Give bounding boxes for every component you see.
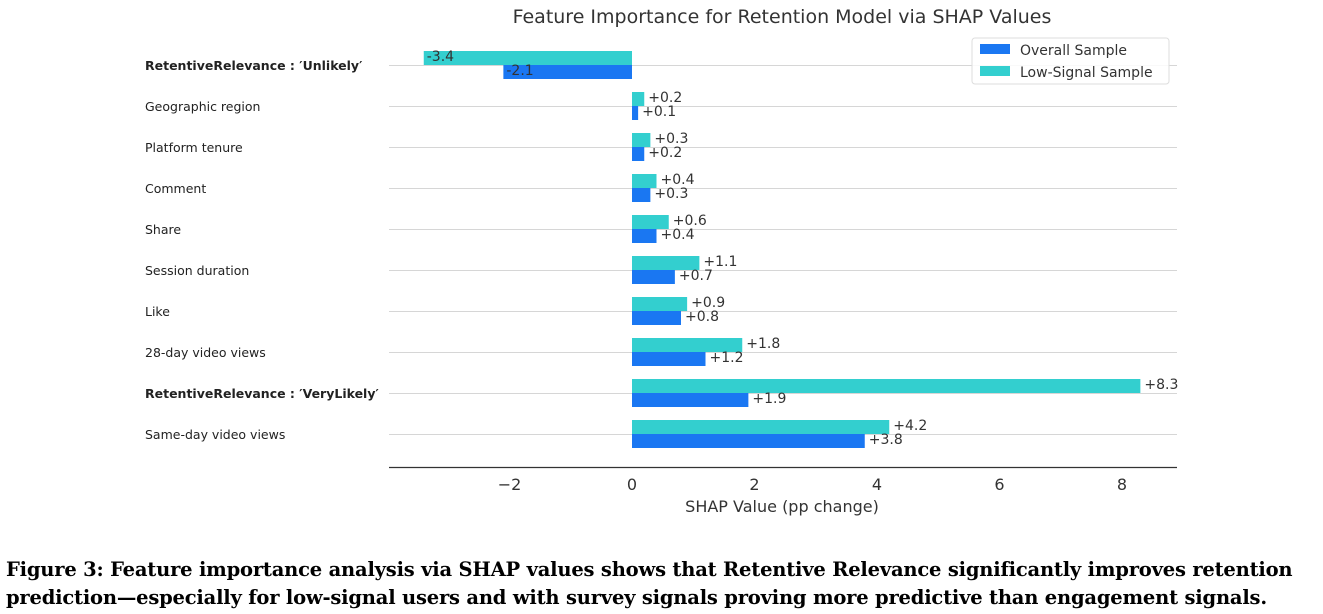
bar-overall: [632, 311, 681, 325]
category-label: Geographic region: [145, 99, 260, 114]
bar-label-overall: -2.1: [506, 63, 533, 79]
legend-box: [971, 37, 1170, 85]
bar-overall: [632, 393, 749, 407]
x-tick-labels: −2 0 2 4 6 8: [498, 475, 1127, 494]
bar-label-low-signal: +1.8: [746, 336, 780, 352]
bar-label-overall: +1.9: [752, 391, 786, 407]
bar-label-low-signal: +0.3: [654, 131, 688, 147]
category-label: Same-day video views: [145, 427, 285, 442]
category-label: Platform tenure: [145, 140, 243, 155]
bar-label-overall: +3.8: [869, 432, 903, 448]
bar-label-low-signal: +1.1: [703, 254, 737, 270]
bar-overall: [632, 352, 706, 366]
bars: [423, 51, 1141, 448]
bar-label-low-signal: +0.2: [648, 90, 682, 106]
legend: Overall Sample Low-Signal Sample: [971, 37, 1170, 85]
bar-low-signal: [632, 379, 1141, 393]
bar-low-signal: [423, 51, 632, 65]
bar-label-low-signal: +0.9: [691, 295, 725, 311]
category-labels: RetentiveRelevance : ′Unlikely′ Geographi…: [145, 58, 379, 442]
category-label: Session duration: [145, 263, 249, 278]
bar-label-low-signal: +0.6: [673, 213, 707, 229]
bar-overall: [503, 65, 632, 79]
legend-label-overall: Overall Sample: [1020, 43, 1127, 59]
caption-line-2: prediction—especially for low-signal use…: [6, 586, 1267, 609]
bar-overall: [632, 434, 865, 448]
shap-bar-chart: Feature Importance for Retention Model v…: [145, 6, 1179, 516]
category-label: RetentiveRelevance : ′VeryLikely′: [145, 386, 379, 401]
category-label: RetentiveRelevance : ′Unlikely′: [145, 58, 362, 73]
legend-label-low-signal: Low-Signal Sample: [1020, 65, 1153, 81]
bar-label-overall: +0.4: [661, 227, 695, 243]
bar-low-signal: [632, 133, 651, 147]
bar-low-signal: [632, 215, 669, 229]
gridlines: [389, 65, 1177, 435]
bar-label-overall: +0.2: [648, 145, 682, 161]
bar-low-signal: [632, 256, 700, 270]
bar-label-low-signal: -3.4: [427, 49, 454, 65]
figure-caption: Figure 3: Feature importance analysis vi…: [6, 556, 1321, 612]
x-tick-label: 0: [627, 475, 637, 494]
bar-label-overall: +0.8: [685, 309, 719, 325]
category-label: Comment: [145, 181, 206, 196]
bar-overall: [632, 229, 657, 243]
x-axis-label: SHAP Value (pp change): [685, 497, 879, 516]
category-label: 28-day video views: [145, 345, 266, 360]
bar-label-low-signal: +8.3: [1144, 377, 1178, 393]
bar-low-signal: [632, 92, 645, 106]
bar-low-signal: [632, 338, 743, 352]
category-label: Like: [145, 304, 170, 319]
bar-overall: [632, 188, 651, 202]
bar-overall: [632, 106, 639, 120]
bar-low-signal: [632, 297, 688, 311]
bar-label-overall: +0.3: [654, 186, 688, 202]
bar-label-overall: +0.7: [679, 268, 713, 284]
bar-label-overall: +0.1: [642, 104, 676, 120]
bar-overall: [632, 270, 675, 284]
bar-label-low-signal: +0.4: [661, 172, 695, 188]
legend-swatch-overall: [980, 44, 1010, 54]
x-tick-label: 4: [872, 475, 882, 494]
x-tick-label: −2: [498, 475, 522, 494]
bar-low-signal: [632, 420, 890, 434]
x-tick-label: 2: [749, 475, 759, 494]
category-label: Share: [145, 222, 181, 237]
bar-label-overall: +1.2: [710, 350, 744, 366]
x-tick-label: 6: [994, 475, 1004, 494]
bar-label-low-signal: +4.2: [893, 418, 927, 434]
legend-swatch-low-signal: [980, 66, 1010, 76]
caption-line-1: Figure 3: Feature importance analysis vi…: [6, 558, 1293, 581]
bar-low-signal: [632, 174, 657, 188]
bar-overall: [632, 147, 645, 161]
bar-value-labels: -3.4-2.1+0.2+0.1+0.3+0.2+0.4+0.3+0.6+0.4…: [427, 49, 1179, 448]
chart-title: Feature Importance for Retention Model v…: [513, 6, 1052, 28]
x-tick-label: 8: [1117, 475, 1127, 494]
